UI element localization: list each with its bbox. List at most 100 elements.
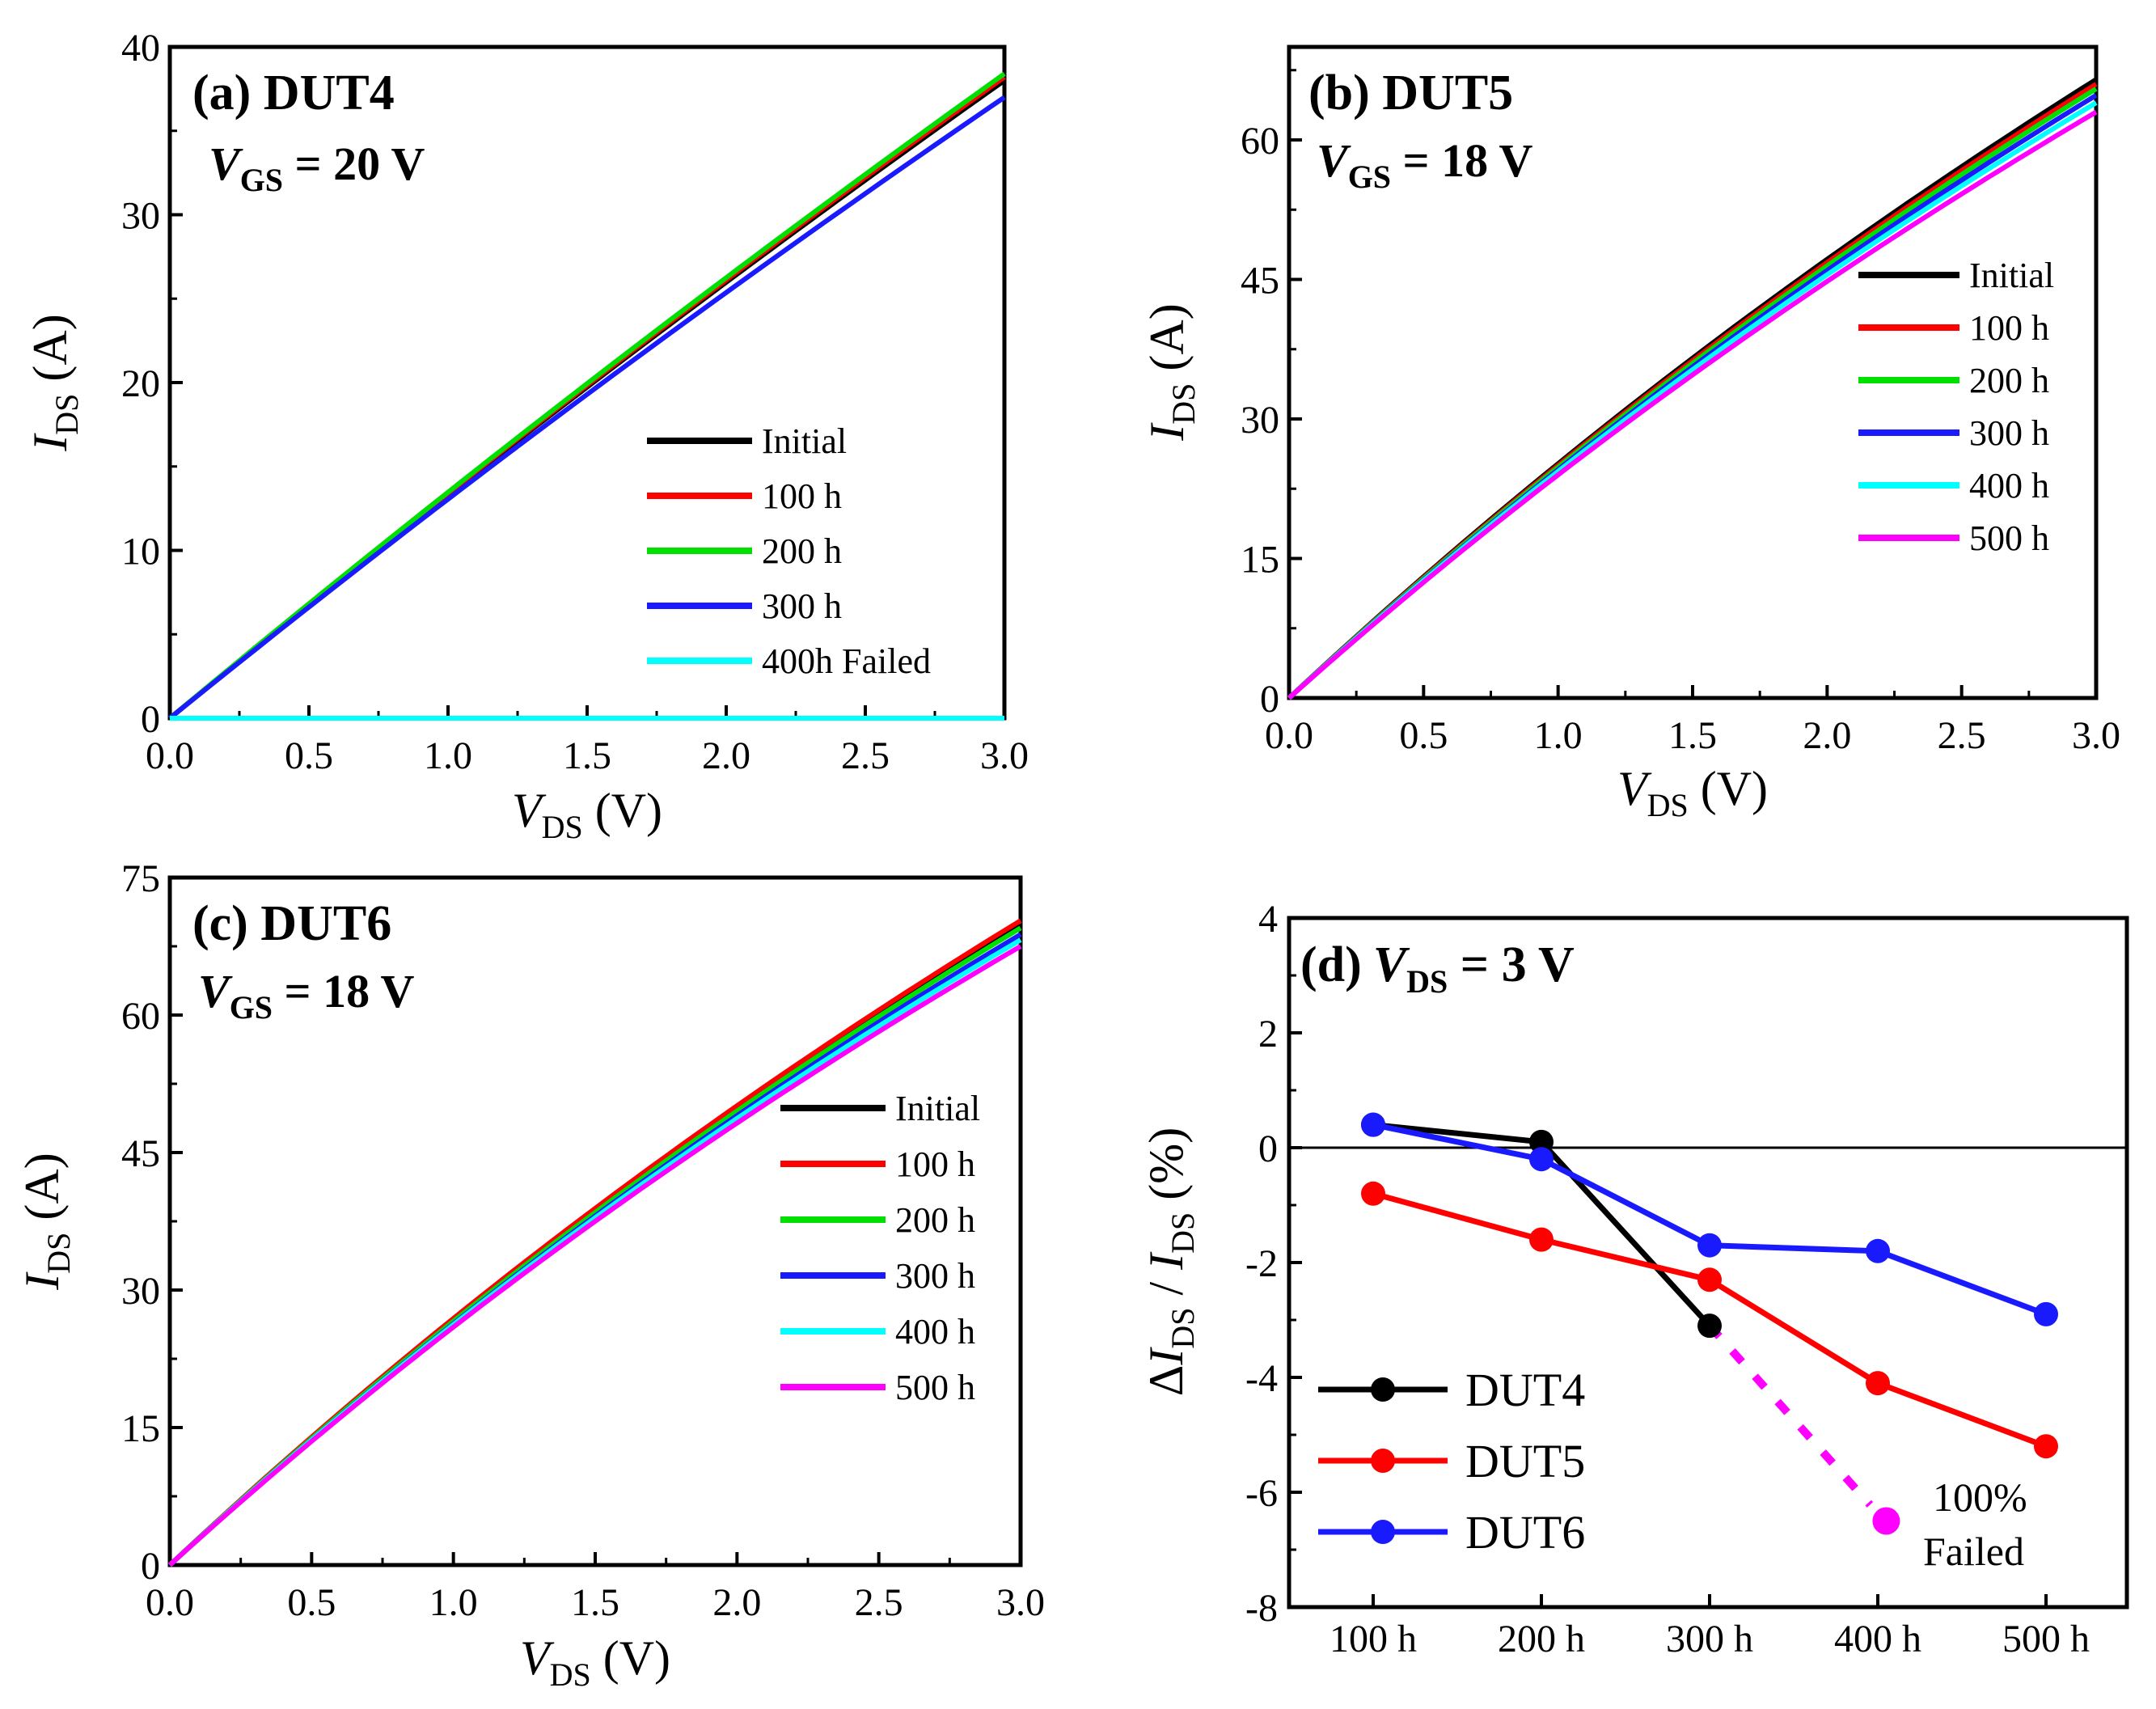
panel-c-series-line (167, 937, 1022, 1567)
panel-a-legend-label: 200 h (762, 531, 842, 571)
panel-b-legend-label: 300 h (1969, 413, 2049, 453)
panel-b-legend-label: Initial (1969, 256, 2054, 295)
panel-c-curves (167, 918, 1022, 1567)
panel-a-legend-label: Initial (762, 421, 847, 461)
panel-a-ticks: 0.0 0.5 1.0 1.5 2.0 2.5 3.0 0 10 20 30 40 (121, 27, 1029, 777)
panel-a-legend-label: 400h Failed (762, 641, 931, 681)
panel-a-y-tick-label: 20 (121, 362, 160, 405)
panel-d-data-point (1866, 1238, 1890, 1263)
panel-a-x-tick-label: 1.0 (424, 734, 472, 777)
panel-d-data-point (1361, 1181, 1385, 1206)
panel-d-y-tick-label: -2 (1245, 1242, 1278, 1285)
panel-a-x-tick-label: 2.0 (702, 734, 750, 777)
panel-a-x-tick-label: 3.0 (980, 734, 1029, 777)
panel-c-legend-label: 100 h (895, 1144, 975, 1184)
panel-a-x-tick-label: 0.5 (285, 734, 333, 777)
panel-b-legend-label: 500 h (1969, 518, 2049, 558)
panel-d-x-tick-label: 300 h (1666, 1618, 1753, 1660)
panel-b-ticks: 0.0 0.5 1.0 1.5 2.0 2.5 3.0 0 15 30 45 60 (1241, 69, 2120, 757)
panel-d-title: (d) VDS = 3 V (1300, 937, 1575, 1000)
panel-a-condition: VGS = 20 V (209, 137, 425, 198)
panel-c-condition: VGS = 18 V (198, 965, 415, 1026)
panel-a-title: (a) DUT4 (192, 66, 395, 121)
panel-d: 100 h 200 h 300 h 400 h 500 h -8 -6 -4 -2 0 2 4 100… (1139, 898, 2129, 1660)
panel-d-x-tick-label: 200 h (1498, 1618, 1585, 1660)
panel-c-y-tick-label: 30 (121, 1270, 160, 1313)
panel-c-y-tick-label: 75 (121, 857, 160, 900)
panel-a-series-line (168, 95, 1006, 721)
panel-c: 0.0 0.5 1.0 1.5 2.0 2.5 3.0 0 15 30 45 60 75 (c) DUT… (15, 857, 1045, 1693)
panel-d-y-tick-label: 2 (1258, 1013, 1278, 1055)
panel-c-x-tick-label: 2.5 (855, 1581, 903, 1624)
panel-d-ticks: 100 h 200 h 300 h 400 h 500 h -8 -6 -4 -2 0 2 4 (1245, 898, 2090, 1660)
panel-c-x-tick-label: 0.0 (146, 1581, 194, 1624)
panel-b-legend-label: 200 h (1969, 361, 2049, 400)
panel-d-legend-label: DUT6 (1465, 1506, 1585, 1559)
panel-d-y-tick-label: -4 (1245, 1357, 1278, 1400)
panel-d-failure-point (1872, 1507, 1900, 1535)
panel-d-legend-label: DUT4 (1465, 1364, 1585, 1416)
panel-b-legend-label: 100 h (1969, 308, 2049, 348)
panel-a-y-tick-label: 30 (121, 195, 160, 238)
panel-c-x-tick-label: 1.5 (571, 1581, 619, 1624)
panel-c-legend-label: 300 h (895, 1256, 975, 1296)
panel-b-y-tick-label: 30 (1241, 399, 1279, 442)
panel-a-x-tick-label: 0.0 (146, 734, 194, 777)
panel-a-curves (168, 71, 1006, 721)
panel-b-x-tick-label: 3.0 (2072, 714, 2120, 757)
panel-b-x-tick-label: 2.0 (1803, 714, 1851, 757)
panel-c-y-tick-label: 60 (121, 995, 160, 1038)
panel-b-x-tick-label: 1.0 (1534, 714, 1583, 757)
panel-a-x-axis-label: VDS (V) (512, 784, 662, 845)
panel-d-y-axis-label: ΔIDS / IDS (%) (1139, 1127, 1201, 1396)
panel-b-series-line (1287, 100, 2098, 700)
panel-a-y-tick-label: 0 (141, 698, 160, 741)
panel-d-x-tick-label: 500 h (2002, 1618, 2090, 1660)
panel-c-y-axis-label: IDS (A) (15, 1153, 77, 1290)
panel-d-failure-dotted-line (1706, 1322, 1874, 1508)
panel-d-data-point (1697, 1233, 1722, 1258)
panel-c-x-tick-label: 0.5 (287, 1581, 336, 1624)
panel-a-y-axis-label: IDS (A) (23, 314, 85, 451)
panel-c-legend-label: 500 h (895, 1368, 975, 1407)
panel-b-x-tick-label: 0.5 (1399, 714, 1448, 757)
panel-c-x-tick-label: 3.0 (996, 1581, 1045, 1624)
panel-d-y-tick-label: -6 (1245, 1472, 1278, 1515)
panel-d-y-tick-label: -8 (1245, 1587, 1278, 1630)
panel-c-x-tick-label: 1.0 (429, 1581, 478, 1624)
panel-c-series-line (167, 944, 1022, 1567)
panel-c-y-tick-label: 45 (121, 1132, 160, 1175)
panel-b-y-tick-label: 15 (1241, 539, 1279, 582)
panel-a-y-tick-label: 40 (121, 27, 160, 70)
panel-b-curves (1287, 77, 2098, 700)
panel-d-legend-marker (1371, 1449, 1395, 1473)
panel-b-x-tick-label: 0.0 (1265, 714, 1313, 757)
panel-d-data-point (1529, 1129, 1554, 1154)
panel-d-legend-marker (1371, 1377, 1395, 1402)
panel-d-legend-label: DUT5 (1465, 1435, 1585, 1487)
panel-d-y-tick-label: 0 (1258, 1127, 1278, 1170)
panel-c-x-axis-label: VDS (V) (520, 1631, 670, 1693)
panel-c-x-tick-label: 2.0 (712, 1581, 761, 1624)
panel-a-x-tick-label: 2.5 (841, 734, 890, 777)
panel-b-y-tick-label: 45 (1241, 260, 1279, 302)
panel-d-failure-label-line1: 100% (1933, 1474, 2027, 1520)
panel-c-y-tick-label: 15 (121, 1407, 160, 1450)
panel-d-legend: DUT4 DUT5 DUT6 (1318, 1364, 1585, 1559)
panel-b-y-axis-label: IDS (A) (1140, 303, 1202, 441)
panel-c-y-tick-label: 0 (141, 1545, 160, 1588)
panel-c-legend-label: 200 h (895, 1200, 975, 1240)
panel-d-data-point (1697, 1267, 1722, 1292)
panel-b-condition: VGS = 18 V (1317, 134, 1533, 195)
panel-d-data-point (1529, 1147, 1554, 1172)
panel-d-failure-label-line2: Failed (1923, 1529, 2024, 1574)
panel-a-legend-label: 300 h (762, 586, 842, 626)
panel-a-y-tick-label: 10 (121, 531, 160, 573)
panel-c-series-line (167, 932, 1022, 1567)
panel-d-x-tick-label: 100 h (1330, 1618, 1417, 1660)
panel-b-y-tick-label: 0 (1260, 678, 1279, 721)
panel-d-data-point (1529, 1227, 1554, 1252)
panel-c-legend: Initial 100 h 200 h 300 h 400 h 500 h (780, 1089, 980, 1407)
